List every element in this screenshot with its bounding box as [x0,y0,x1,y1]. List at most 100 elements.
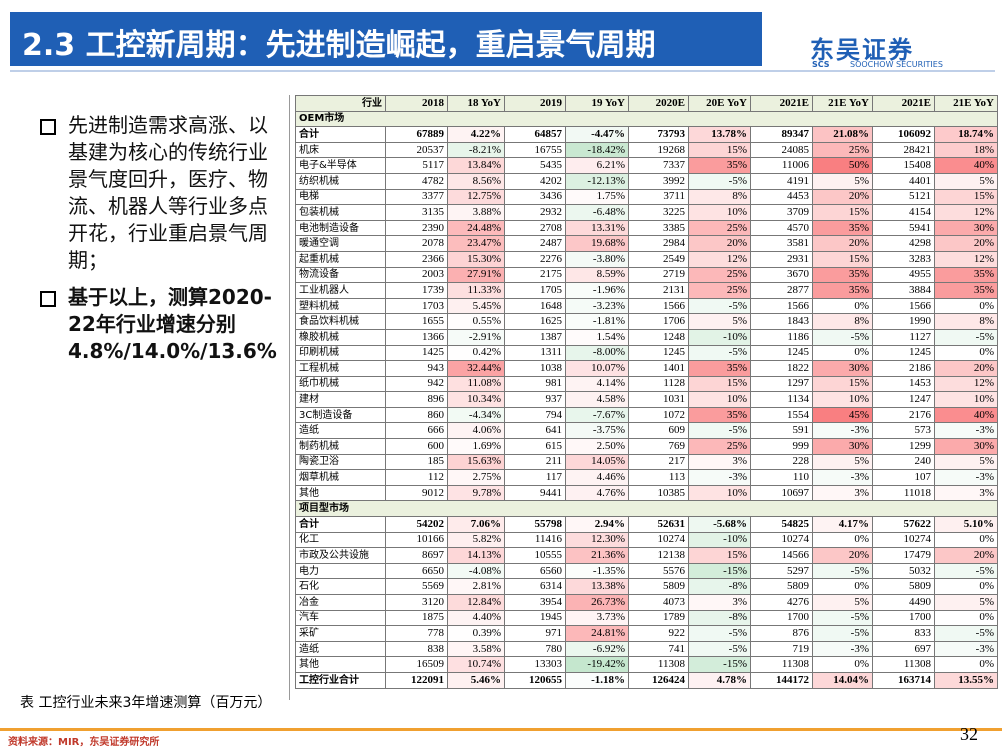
row: 塑料机械 1703 5.45% 1648 -3.23% 1566 -5% 1566 0% 1566… [295,297,998,315]
cell: 35% [688,360,751,377]
cell: 10274 [628,531,689,549]
cell: 1700 [750,609,813,627]
cell: 21.36% [565,547,629,564]
cell: 12138 [628,547,689,564]
cell: 67889 [385,126,448,143]
cell: 9441 [504,484,566,502]
header-cell: 行业 [295,95,386,112]
cell: 24085 [750,141,813,159]
cell: 其他 [295,656,386,673]
cell: 1.69% [447,438,505,455]
cell: 包装机械 [295,204,386,221]
cell: 8.59% [565,266,629,284]
cell: 11018 [872,484,935,502]
header-cell: 2018 [385,95,448,112]
cell: 4490 [872,594,935,611]
cell: 工控行业合计 [295,671,386,689]
cell: 1655 [385,313,448,330]
bullets: 先进制造需求高涨、以基建为核心的传统行业景气度回升，医疗、物流、机器人等行业多点… [38,112,277,375]
cell: 2186 [872,360,935,377]
cell: 石化 [295,578,386,595]
cell: 15% [688,375,751,393]
cell: 3.73% [565,609,629,627]
header-cell: 20E YoY [688,95,751,112]
cell: 电梯 [295,188,386,206]
cell: 15.30% [447,250,505,268]
cell: 2276 [504,250,566,268]
cell: 18.74% [934,126,998,143]
row: 石化 5569 2.81% 6314 13.38% 5809 -8% 5809 0% 5809 0% [295,578,998,595]
cell: 11308 [872,656,935,673]
row: 烟草机械 112 2.75% 117 4.46% 113 -3% 110 -3% 107 -3% [295,469,998,486]
cell: 5% [934,594,998,611]
row: 工程机械 943 32.44% 1038 10.07% 1401 35% 1822 30% 218… [295,360,998,377]
cell: 2390 [385,219,448,237]
cell: 建材 [295,391,386,408]
cell: 1366 [385,328,448,346]
cell: 1566 [872,297,935,315]
row: 3C制造设备 860 -4.34% 794 -7.67% 1072 35% 1554 45% 21… [295,406,998,424]
cell: 0% [934,344,998,362]
cell: 1.54% [565,328,629,346]
cell: 4.40% [447,609,505,627]
cell: 1038 [504,360,566,377]
cell: 794 [504,406,566,424]
cell: 8697 [385,547,448,564]
cell: 11.33% [447,282,505,299]
cell: 10.07% [565,360,629,377]
cell: 起重机械 [295,250,386,268]
cell: 陶瓷卫浴 [295,453,386,471]
cell: 741 [628,640,689,658]
cell: 2931 [750,250,813,268]
footer-line [0,728,1002,731]
cell: 10697 [750,484,813,502]
row: 纺织机械 4782 8.56% 4202 -12.13% 3992 -5% 4191 5% 440… [295,172,998,190]
cell: 5809 [750,578,813,595]
cell: 5.45% [447,297,505,315]
cell: 造纸 [295,640,386,658]
cell: 15408 [872,157,935,174]
cell: 采矿 [295,625,386,642]
cell: 609 [628,422,689,440]
row: 合计 54202 7.06% 55798 2.94% 52631 -5.68% 54825 4.… [295,516,998,533]
cell: 10% [812,391,873,408]
cell: 12.75% [447,188,505,206]
cell: 999 [750,438,813,455]
cell: 20% [934,360,998,377]
cell: 4.22% [447,126,505,143]
cell: -8% [688,578,751,595]
cell: 4.76% [565,484,629,502]
cell: 2078 [385,235,448,252]
cell: 4955 [872,266,935,284]
cell: 896 [385,391,448,408]
cell: 40% [934,157,998,174]
cell: 89347 [750,126,813,143]
divider [289,95,290,700]
cell: 14.04% [812,671,873,689]
cell: 107 [872,469,935,486]
cell: -3% [934,422,998,440]
page-number: 32 [960,724,978,744]
row: OEM市场 [295,110,998,128]
cell: 3225 [628,204,689,221]
cell: -8% [688,609,751,627]
cell: 3C制造设备 [295,406,386,424]
cell: 2366 [385,250,448,268]
cell: 11006 [750,157,813,174]
rule [10,70,995,72]
cell: -2.91% [447,328,505,346]
cell: 3954 [504,594,566,611]
cell: 5% [812,172,873,190]
cell: -19.42% [565,656,629,673]
row: 项目型市场 [295,500,998,518]
cell: 5569 [385,578,448,595]
cell: 112 [385,469,448,486]
cell: 113 [628,469,689,486]
cell: 20% [934,235,998,252]
cell: 10% [688,391,751,408]
cell: 化工 [295,531,386,549]
cell: -10% [688,531,751,549]
cell: 1311 [504,344,566,362]
cell: 0% [812,344,873,362]
